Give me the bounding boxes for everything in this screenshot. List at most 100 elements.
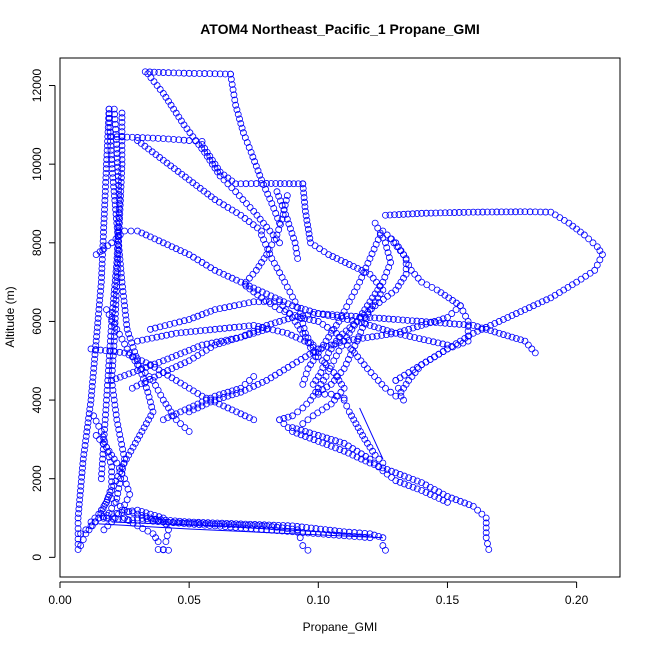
- data-point: [112, 310, 119, 318]
- data-point: [156, 323, 164, 331]
- data-series-12: [242, 192, 291, 286]
- data-point: [168, 412, 176, 420]
- data-point: [114, 256, 122, 263]
- data-point: [86, 405, 94, 413]
- data-point: [113, 274, 121, 281]
- data-point: [150, 78, 158, 85]
- data-point: [334, 314, 342, 321]
- data-point: [474, 327, 481, 335]
- data-point: [128, 133, 136, 141]
- data-point: [128, 507, 136, 515]
- data-point: [180, 136, 188, 144]
- data-point: [93, 328, 101, 336]
- data-series-5: [141, 68, 234, 78]
- y-axis: 0 2000 4000 6000 8000 10000 12000: [30, 69, 56, 561]
- data-point: [364, 259, 372, 267]
- data-point: [79, 455, 87, 463]
- data-point: [222, 336, 230, 344]
- data-point: [263, 290, 271, 298]
- data-point: [190, 70, 198, 77]
- data-point: [97, 283, 105, 291]
- data-point: [83, 428, 91, 436]
- data-point: [92, 342, 100, 350]
- data-point: [90, 412, 97, 420]
- data-point: [375, 463, 382, 471]
- data-point: [272, 180, 280, 187]
- data-point: [224, 272, 232, 280]
- data-point: [254, 380, 262, 388]
- data-point: [287, 225, 294, 233]
- data-point: [237, 211, 245, 219]
- data-point: [111, 319, 119, 327]
- data-point: [537, 208, 544, 216]
- data-point: [96, 296, 104, 304]
- data-point: [233, 276, 240, 284]
- data-point: [298, 523, 306, 531]
- data-point: [551, 211, 559, 219]
- data-point: [172, 416, 180, 424]
- data-point: [186, 129, 194, 137]
- data-series-10: [198, 141, 307, 188]
- data-point: [300, 189, 308, 197]
- data-point: [423, 281, 431, 289]
- data-point: [508, 312, 516, 319]
- data-point: [147, 398, 154, 406]
- data-point: [76, 496, 84, 504]
- data-point: [198, 311, 206, 318]
- data-point: [369, 274, 377, 282]
- data-point: [115, 242, 122, 250]
- data-point: [108, 463, 116, 471]
- data-point: [370, 461, 378, 469]
- data-point: [446, 209, 454, 217]
- data-point: [276, 369, 283, 376]
- data-point: [99, 439, 107, 447]
- data-point: [251, 158, 258, 165]
- data-point: [507, 208, 515, 216]
- data-point: [289, 412, 296, 420]
- data-point: [206, 70, 214, 78]
- data-point: [105, 110, 113, 118]
- data-point: [358, 273, 366, 281]
- data-point: [218, 337, 225, 345]
- data-point: [368, 333, 376, 341]
- data-point: [304, 225, 312, 233]
- data-point: [288, 229, 296, 237]
- data-point: [279, 522, 287, 529]
- data-point: [325, 349, 333, 357]
- data-point: [452, 306, 460, 314]
- data-point: [314, 345, 322, 353]
- data-point: [243, 139, 251, 146]
- data-point: [400, 371, 408, 379]
- data-point: [547, 294, 555, 302]
- x-axis: 0.00 0.05 0.10 0.15 0.20: [48, 581, 589, 607]
- data-series-8: [108, 133, 206, 145]
- data-point: [233, 386, 240, 393]
- data-point: [142, 420, 150, 428]
- data-point: [177, 379, 184, 387]
- data-point: [113, 509, 121, 517]
- data-point: [299, 180, 307, 188]
- data-point: [451, 209, 458, 216]
- data-point: [289, 361, 296, 369]
- data-point: [326, 526, 334, 534]
- data-point: [101, 347, 109, 355]
- data-point: [371, 373, 379, 380]
- data-point: [352, 420, 360, 428]
- data-point: [455, 320, 463, 328]
- data-point: [266, 195, 274, 203]
- data-point: [232, 180, 240, 188]
- data-point: [134, 514, 141, 522]
- data-point: [95, 422, 103, 430]
- data-series-19: [387, 235, 472, 396]
- data-series-39: [77, 506, 172, 553]
- data-series-20: [299, 231, 384, 388]
- data-point: [293, 358, 301, 366]
- data-point: [379, 296, 387, 303]
- data-point: [99, 242, 107, 250]
- data-point: [281, 201, 289, 209]
- data-point: [147, 510, 154, 518]
- data-point: [327, 435, 335, 443]
- data-point: [521, 306, 529, 314]
- data-point: [202, 346, 210, 354]
- data-point: [362, 320, 370, 328]
